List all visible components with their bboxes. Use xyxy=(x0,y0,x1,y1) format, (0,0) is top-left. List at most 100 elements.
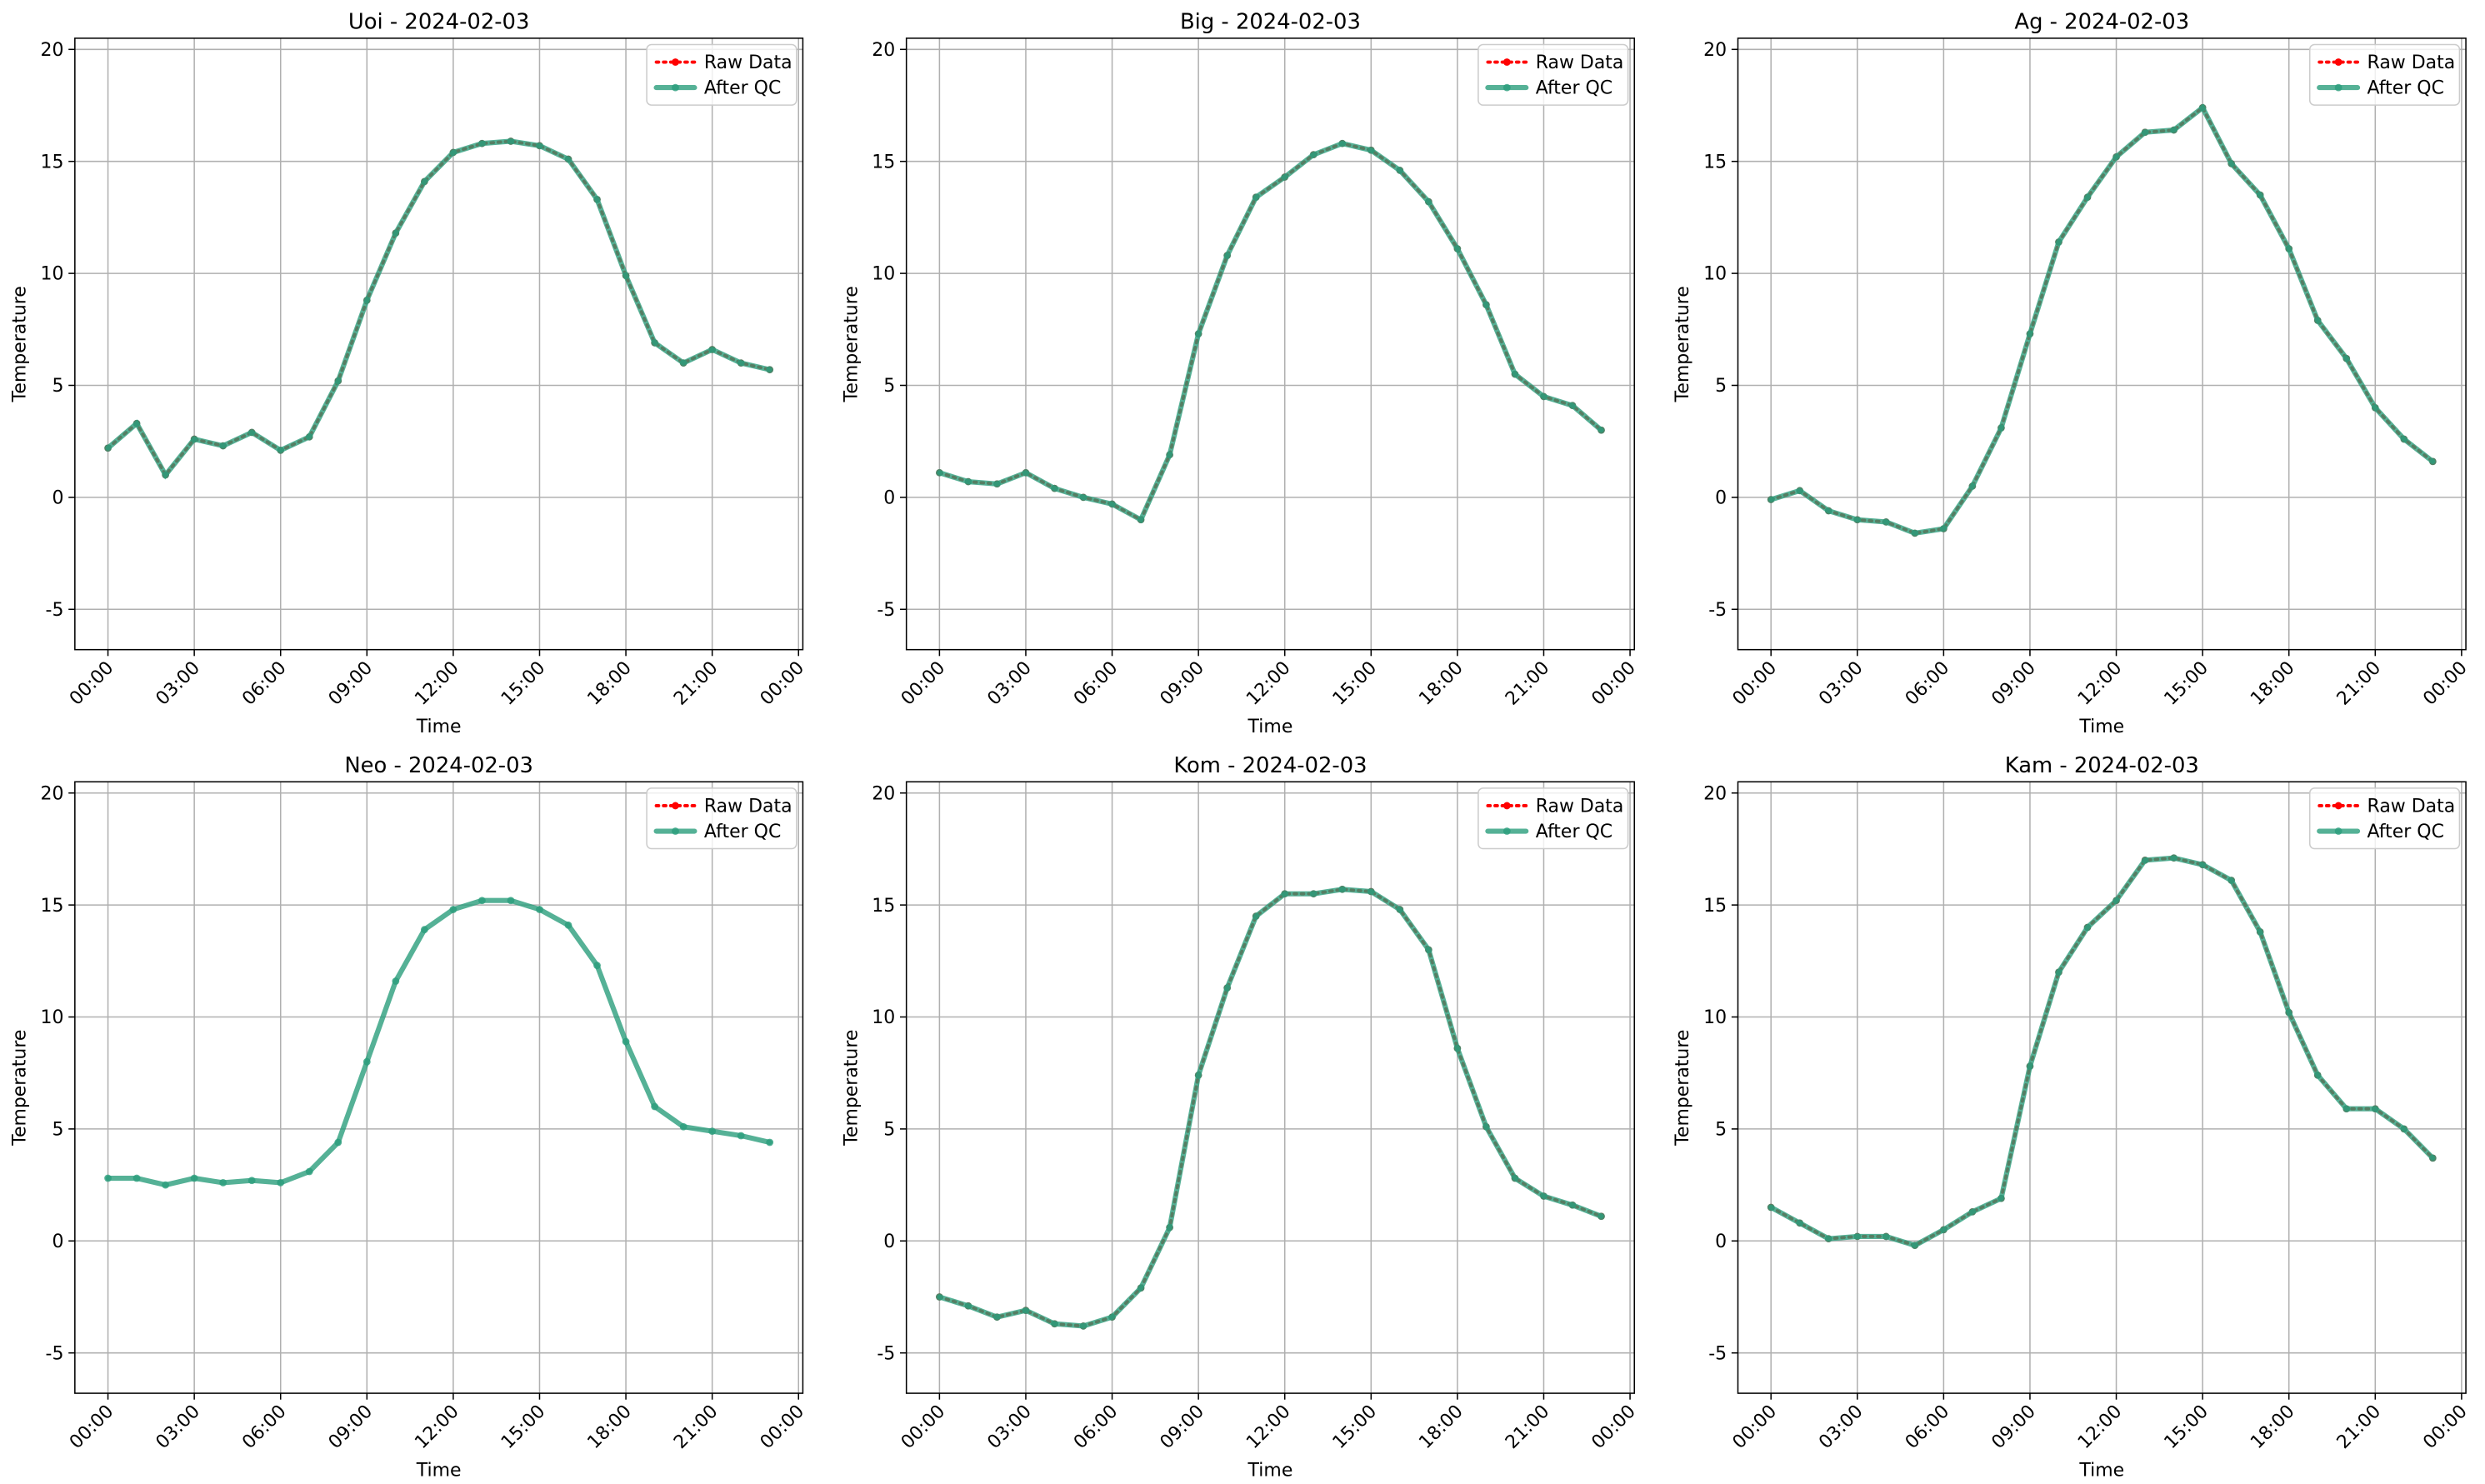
legend-marker xyxy=(1502,827,1511,835)
y-tick-label: 10 xyxy=(1703,264,1727,285)
legend-label: Raw Data xyxy=(704,797,792,817)
legend-label: After QC xyxy=(1536,822,1612,842)
qc-point xyxy=(1022,468,1030,477)
qc-point xyxy=(651,339,658,347)
legend-marker xyxy=(672,83,679,92)
chart-title: Kam - 2024-02-03 xyxy=(2005,753,2199,778)
qc-point xyxy=(1051,484,1058,492)
qc-point xyxy=(392,229,400,237)
qc-point xyxy=(449,906,458,913)
qc-point xyxy=(334,1138,342,1147)
qc-point xyxy=(248,428,256,437)
qc-point xyxy=(449,148,458,157)
qc-point xyxy=(420,177,428,186)
qc-point xyxy=(737,359,745,367)
x-tick-label: 15:00 xyxy=(1329,657,1381,709)
qc-point xyxy=(2112,897,2120,905)
qc-point xyxy=(2112,152,2120,161)
legend-label: Raw Data xyxy=(2368,52,2456,73)
y-tick-label: 0 xyxy=(883,1232,895,1252)
qc-point xyxy=(1968,1207,1977,1216)
qc-point xyxy=(2083,923,2092,932)
y-tick-label: 10 xyxy=(872,1007,895,1028)
x-tick-label: 09:00 xyxy=(1157,657,1208,709)
qc-point xyxy=(1911,529,1919,537)
y-tick-label: 20 xyxy=(1703,783,1727,804)
qc-point xyxy=(362,296,371,304)
qc-point xyxy=(1166,451,1173,459)
qc-point xyxy=(935,468,943,477)
x-tick-label: 18:00 xyxy=(583,657,635,709)
qc-point xyxy=(708,346,717,353)
axes-frame xyxy=(905,37,1636,651)
qc-point xyxy=(1482,1122,1490,1131)
y-tick-label: 5 xyxy=(1715,376,1727,397)
y-tick-label: 15 xyxy=(872,896,895,917)
x-tick-label: 00:00 xyxy=(2419,1402,2471,1453)
y-axis-label: Temperature xyxy=(10,1030,31,1147)
y-axis-label: Temperature xyxy=(1672,1030,1693,1147)
x-tick-label: 18:00 xyxy=(2247,657,2298,709)
y-tick-label: 10 xyxy=(872,264,895,285)
x-tick-label: 00:00 xyxy=(757,1402,808,1453)
qc-point xyxy=(1540,1192,1548,1200)
x-tick-label: 03:00 xyxy=(152,657,204,709)
qc-point xyxy=(2026,330,2034,338)
qc-point xyxy=(2141,856,2149,864)
qc-point xyxy=(2371,403,2379,412)
x-axis-label: Time xyxy=(2078,717,2124,737)
qc-point xyxy=(478,897,486,905)
qc-point xyxy=(1540,392,1548,401)
qc-point xyxy=(766,1138,774,1147)
y-tick-label: 20 xyxy=(1703,40,1727,61)
raw-line xyxy=(938,142,1603,522)
x-axis-label: Time xyxy=(1248,1460,1293,1481)
qc-point xyxy=(564,155,572,163)
y-tick-label: 15 xyxy=(1703,896,1727,917)
x-tick-label: 06:00 xyxy=(238,657,290,709)
y-tick-label: 20 xyxy=(872,40,895,61)
qc-point xyxy=(1796,1219,1804,1227)
x-tick-label: 15:00 xyxy=(498,657,549,709)
qc-point xyxy=(1252,912,1260,920)
qc-point xyxy=(1309,890,1318,898)
legend-label: Raw Data xyxy=(1536,797,1624,817)
y-tick-label: 5 xyxy=(1715,1120,1727,1141)
qc-point xyxy=(1453,245,1462,252)
qc-point xyxy=(964,477,972,486)
raw-line xyxy=(106,139,772,478)
qc-point xyxy=(478,139,486,147)
y-tick-label: 15 xyxy=(40,152,63,172)
axes-frame xyxy=(1737,781,2467,1394)
legend-marker xyxy=(2334,83,2342,92)
qc-point xyxy=(2055,238,2062,246)
x-tick-label: 00:00 xyxy=(2419,657,2471,709)
y-axis-label: Temperature xyxy=(1672,286,1693,402)
chart-title: Kom - 2024-02-03 xyxy=(1173,753,1367,778)
qc-point xyxy=(1998,1194,2005,1202)
qc-point xyxy=(1911,1242,1919,1250)
qc-line xyxy=(105,897,772,1188)
legend-marker xyxy=(2334,827,2342,835)
qc-point xyxy=(277,1179,285,1187)
qc-line xyxy=(937,887,1604,1329)
x-tick-label: 00:00 xyxy=(66,1402,118,1453)
qc-point xyxy=(593,195,601,203)
qc-point xyxy=(162,471,170,479)
qc-point xyxy=(1598,1212,1605,1221)
x-tick-label: 06:00 xyxy=(1902,657,1953,709)
qc-point xyxy=(993,1313,1001,1322)
qc-point xyxy=(1252,193,1260,202)
qc-point xyxy=(2228,159,2236,167)
qc-point xyxy=(1796,487,1804,495)
x-tick-label: 21:00 xyxy=(2333,1402,2385,1453)
qc-point xyxy=(2428,457,2437,466)
y-tick-label: 10 xyxy=(1703,1007,1727,1028)
qc-point xyxy=(104,1174,112,1182)
qc-point xyxy=(507,897,515,905)
qc-point xyxy=(362,1057,371,1066)
x-tick-label: 00:00 xyxy=(898,657,949,709)
qc-point xyxy=(1424,197,1432,206)
qc-point xyxy=(1598,426,1605,434)
qc-point xyxy=(1568,1201,1577,1209)
